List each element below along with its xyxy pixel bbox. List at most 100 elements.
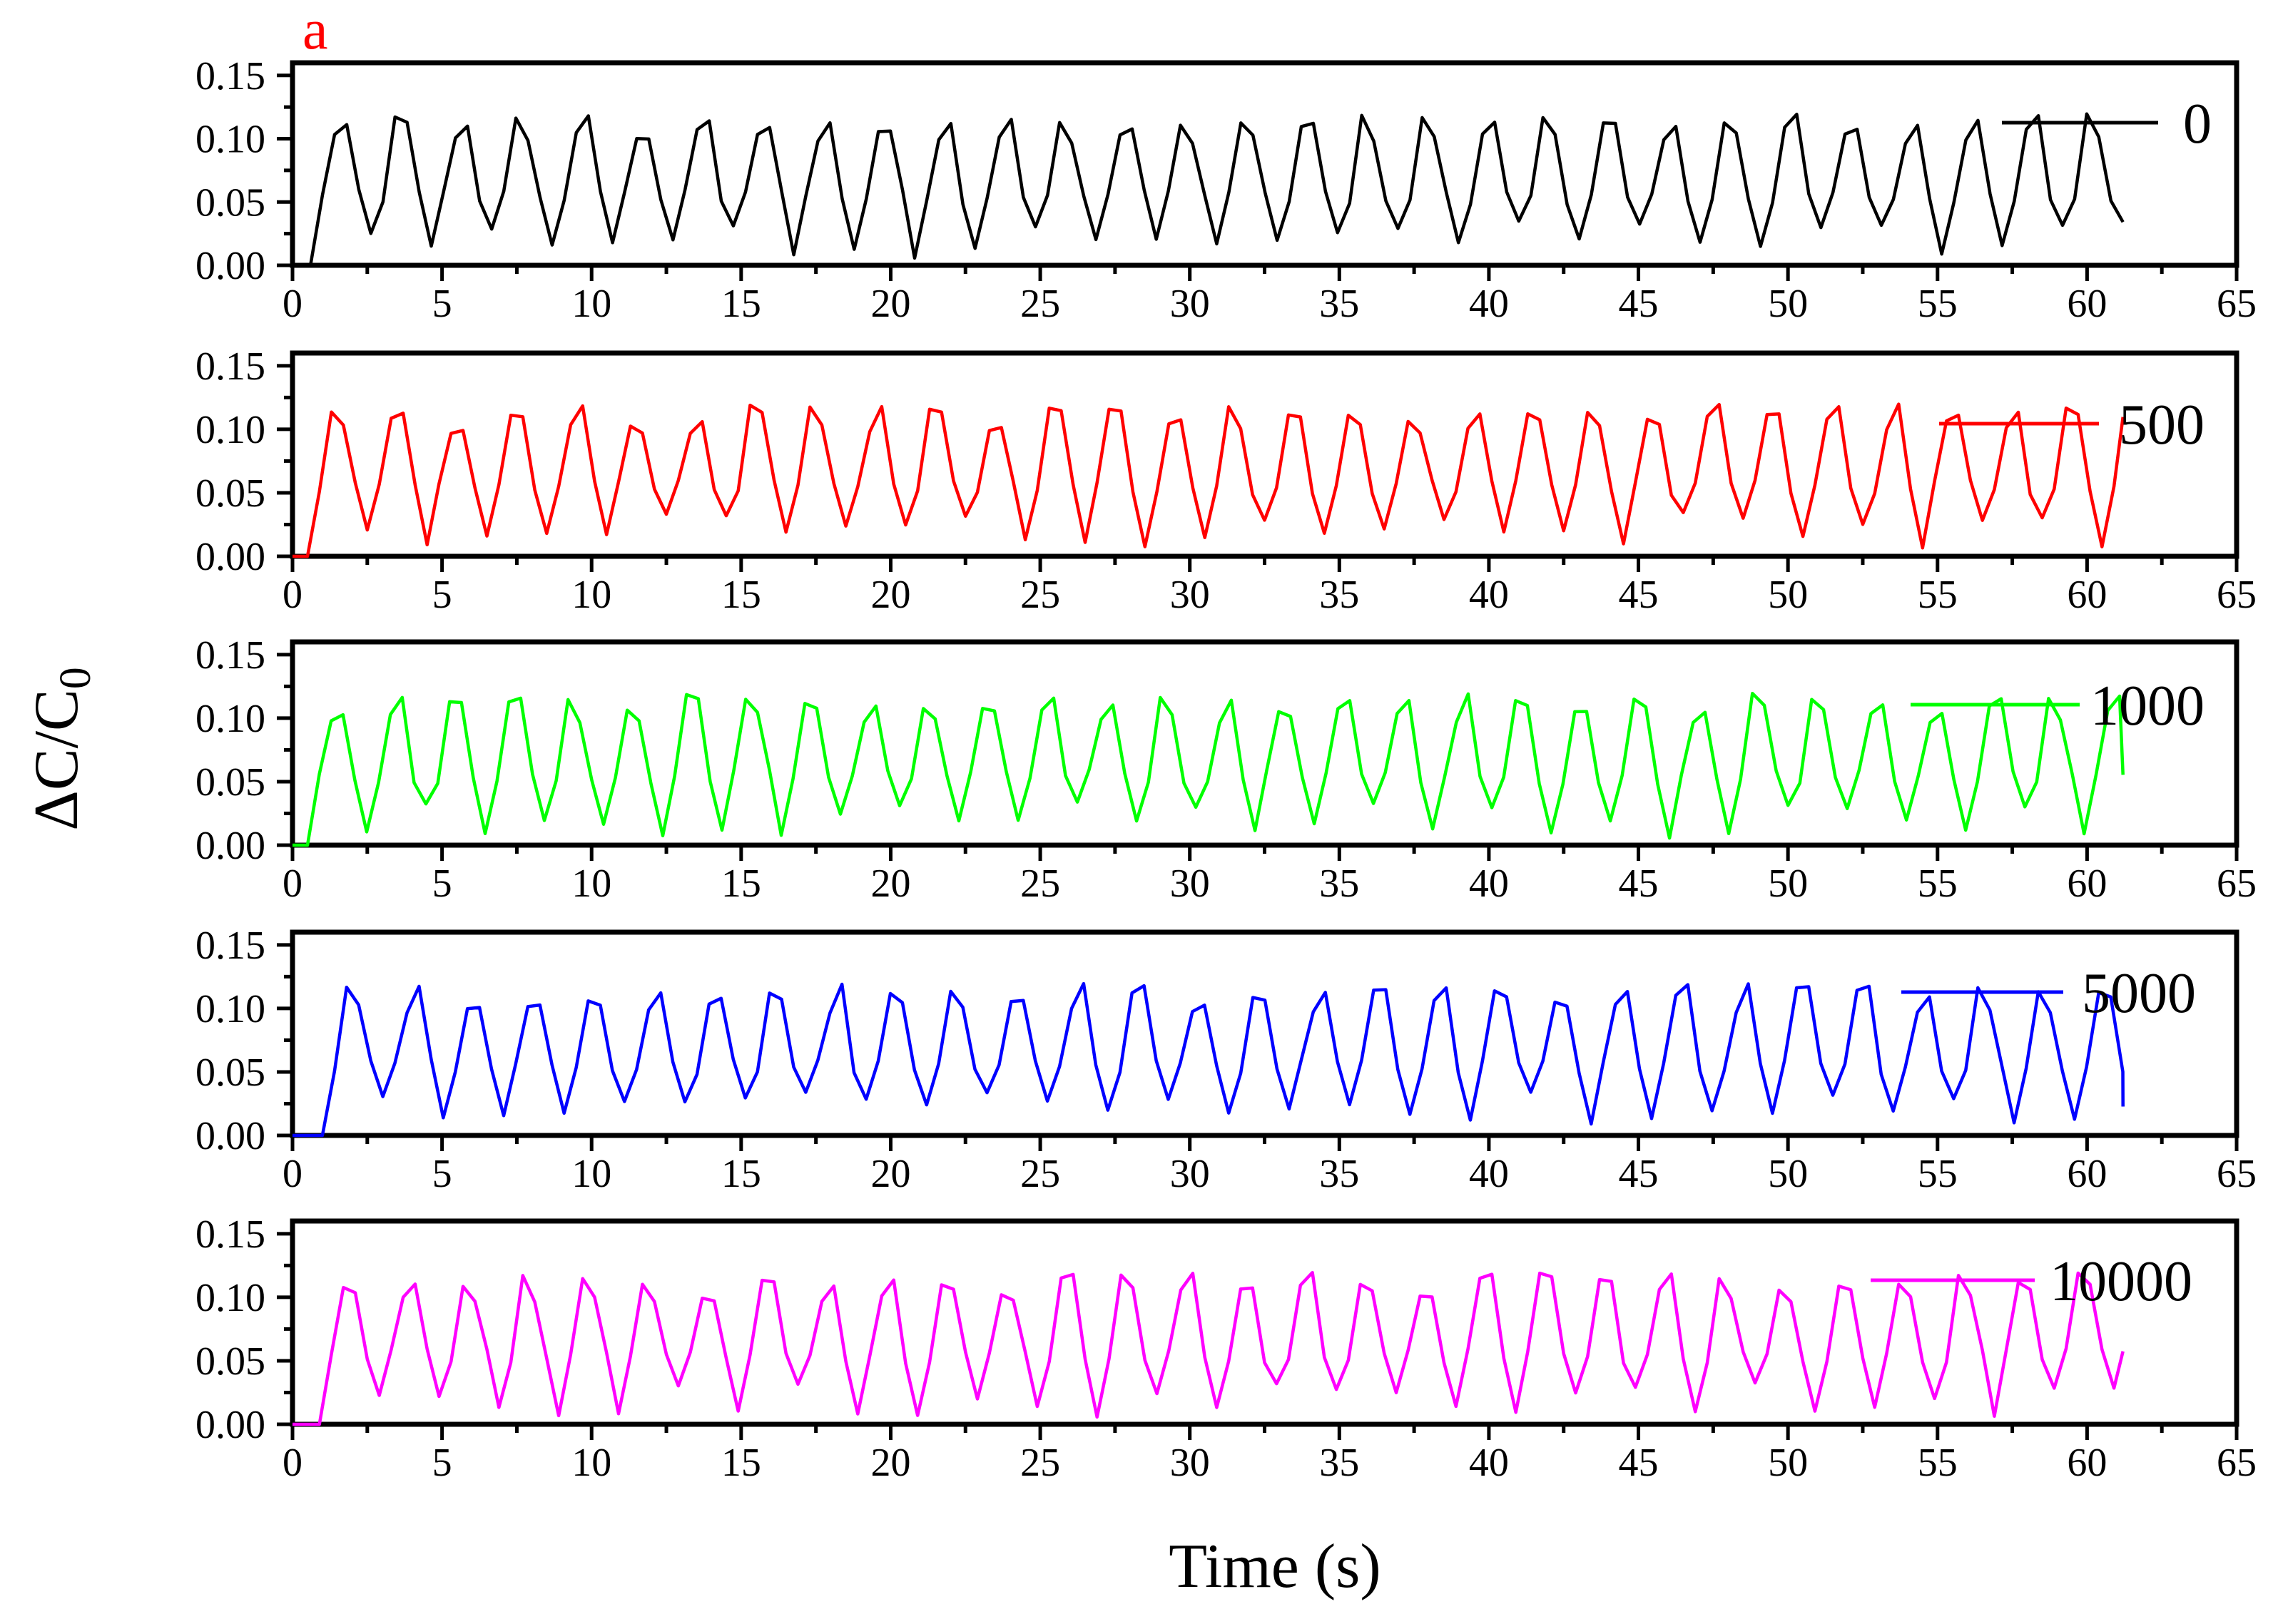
x-tick-label: 5 (432, 862, 452, 906)
y-tick-label: 0.05 (195, 1051, 265, 1095)
x-tick-label: 35 (1319, 573, 1359, 617)
x-tick-label: 40 (1469, 862, 1509, 906)
x-tick-label: 40 (1469, 1152, 1509, 1196)
panel-frame (293, 1221, 2237, 1424)
x-tick-label: 15 (721, 1441, 761, 1485)
x-tick-label: 30 (1170, 282, 1210, 326)
x-tick-label: 20 (870, 862, 910, 906)
y-tick-label: 0.10 (195, 408, 265, 452)
x-tick-label: 25 (1020, 1441, 1060, 1485)
panel-3: 051015202530354045505560650.000.050.100.… (195, 924, 2257, 1196)
x-tick-label: 10 (571, 1441, 611, 1485)
x-tick-label: 15 (721, 573, 761, 617)
panel-1: 051015202530354045505560650.000.050.100.… (195, 344, 2257, 617)
x-tick-label: 35 (1319, 1441, 1359, 1485)
panel-4: 051015202530354045505560650.000.050.100.… (195, 1212, 2257, 1485)
x-tick-label: 10 (571, 573, 611, 617)
x-tick-label: 0 (283, 1152, 302, 1196)
x-tick-label: 20 (870, 1441, 910, 1485)
x-tick-label: 0 (283, 573, 302, 617)
series-line-5000 (293, 984, 2123, 1135)
series-line-10000 (293, 1272, 2123, 1424)
x-tick-label: 60 (2067, 862, 2107, 906)
x-tick-label: 5 (432, 573, 452, 617)
legend-label: 10000 (2050, 1250, 2192, 1313)
x-tick-label: 60 (2067, 1152, 2107, 1196)
x-tick-label: 55 (1918, 573, 1958, 617)
x-axis-title: Time (s) (1169, 1532, 1381, 1601)
x-tick-label: 25 (1020, 282, 1060, 326)
y-tick-label: 0.00 (195, 824, 265, 868)
x-tick-label: 65 (2217, 282, 2257, 326)
panel-letter: a (302, 0, 328, 61)
x-tick-label: 45 (1619, 282, 1659, 326)
x-tick-label: 65 (2217, 862, 2257, 906)
x-tick-label: 10 (571, 282, 611, 326)
x-tick-label: 10 (571, 1152, 611, 1196)
x-tick-label: 40 (1469, 282, 1509, 326)
x-tick-label: 20 (870, 282, 910, 326)
x-tick-label: 5 (432, 1152, 452, 1196)
x-tick-label: 5 (432, 282, 452, 326)
x-tick-label: 55 (1918, 282, 1958, 326)
y-tick-label: 0.15 (195, 633, 265, 678)
y-tick-label: 0.10 (195, 1276, 265, 1320)
x-tick-label: 30 (1170, 862, 1210, 906)
y-tick-label: 0.05 (195, 760, 265, 805)
x-tick-label: 45 (1619, 862, 1659, 906)
x-tick-label: 25 (1020, 573, 1060, 617)
y-tick-label: 0.15 (195, 344, 265, 389)
x-tick-label: 50 (1768, 1152, 1808, 1196)
y-axis-title-sub: 0 (51, 667, 100, 689)
y-axis-title-main: ΔC/C (22, 689, 91, 830)
x-tick-label: 55 (1918, 1152, 1958, 1196)
x-tick-label: 55 (1918, 862, 1958, 906)
y-tick-label: 0.10 (195, 697, 265, 741)
x-tick-label: 30 (1170, 1441, 1210, 1485)
y-tick-label: 0.05 (195, 180, 265, 225)
x-tick-label: 40 (1469, 573, 1509, 617)
x-tick-label: 45 (1619, 1441, 1659, 1485)
x-tick-label: 15 (721, 282, 761, 326)
x-tick-label: 60 (2067, 282, 2107, 326)
y-tick-label: 0.05 (195, 1339, 265, 1384)
x-tick-label: 10 (571, 862, 611, 906)
x-tick-label: 20 (870, 573, 910, 617)
series-line-0 (293, 114, 2123, 265)
x-tick-label: 30 (1170, 573, 1210, 617)
x-tick-label: 50 (1768, 282, 1808, 326)
x-tick-label: 15 (721, 1152, 761, 1196)
x-tick-label: 65 (2217, 1441, 2257, 1485)
x-tick-label: 35 (1319, 862, 1359, 906)
x-tick-label: 15 (721, 862, 761, 906)
x-tick-label: 20 (870, 1152, 910, 1196)
y-tick-label: 0.15 (195, 1212, 265, 1257)
y-tick-label: 0.00 (195, 1403, 265, 1447)
y-axis-title: ΔC/C0 (22, 667, 100, 830)
y-tick-label: 0.00 (195, 244, 265, 288)
x-tick-label: 50 (1768, 862, 1808, 906)
y-tick-label: 0.10 (195, 987, 265, 1031)
y-tick-label: 0.15 (195, 924, 265, 968)
y-tick-label: 0.05 (195, 471, 265, 516)
panel-frame (293, 353, 2237, 556)
y-tick-label: 0.00 (195, 1114, 265, 1158)
x-tick-label: 65 (2217, 573, 2257, 617)
x-tick-label: 35 (1319, 282, 1359, 326)
panel-2: 0 5 10 15 20 25 30 35 40 45 50 55 60 65 0.00 0.05 0.10 0.… (195, 633, 2257, 906)
x-tick-label: 0 (283, 862, 302, 906)
x-tick-label: 0 (283, 1441, 302, 1485)
x-tick-label: 5 (432, 1441, 452, 1485)
x-tick-label: 60 (2067, 1441, 2107, 1485)
series-line-1000 (293, 693, 2123, 845)
x-tick-label: 50 (1768, 573, 1808, 617)
y-tick-label: 0.15 (195, 54, 265, 98)
x-tick-label: 55 (1918, 1441, 1958, 1485)
x-tick-label: 60 (2067, 573, 2107, 617)
legend-label: 5000 (2082, 962, 2196, 1025)
x-tick-label: 25 (1020, 1152, 1060, 1196)
panel-frame (293, 932, 2237, 1135)
x-tick-label: 25 (1020, 862, 1060, 906)
x-tick-label: 65 (2217, 1152, 2257, 1196)
panel-0: 051015202530354045505560650.000.050.100.… (195, 54, 2257, 326)
